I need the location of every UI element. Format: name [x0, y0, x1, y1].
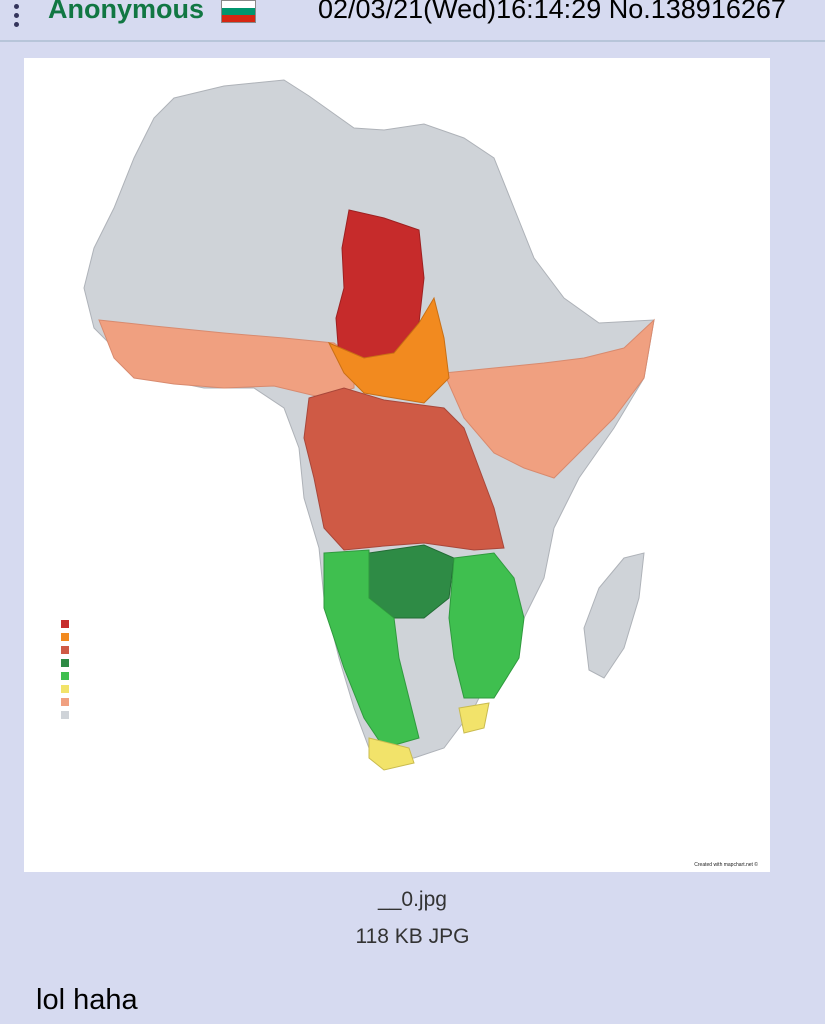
- map-region-salmon-east: [443, 318, 655, 479]
- map-credit: Created with mapchart.net ©: [694, 862, 758, 868]
- post-number-link[interactable]: No.138916267: [608, 0, 786, 24]
- post-dateline: 02/03/21(Wed)16:14:29 No.138916267: [318, 0, 786, 25]
- post-menu-icon[interactable]: [14, 2, 22, 32]
- map-region-green-east: [448, 552, 525, 699]
- file-name-link[interactable]: __0.jpg: [378, 888, 447, 911]
- post-image[interactable]: Created with mapchart.net ©: [24, 58, 770, 872]
- post-datetime: 02/03/21(Wed)16:14:29: [318, 0, 602, 24]
- post-header: Anonymous 02/03/21(Wed)16:14:29 No.13891…: [0, 0, 825, 42]
- africa-map-image: [61, 79, 655, 771]
- map-region-yellow-east: [458, 702, 490, 734]
- map-region-green-west: [323, 549, 420, 749]
- post-comment: lol haha: [36, 984, 138, 1016]
- bulgaria-flag-icon: [221, 0, 256, 23]
- file-meta: 118 KB JPG: [355, 925, 470, 948]
- poster-name: Anonymous: [48, 0, 205, 24]
- map-madagascar: [583, 552, 645, 679]
- map-region-orange: [327, 296, 450, 404]
- map-region-rust: [303, 387, 505, 551]
- map-region-yellow: [368, 737, 415, 771]
- map-legend: [61, 620, 69, 719]
